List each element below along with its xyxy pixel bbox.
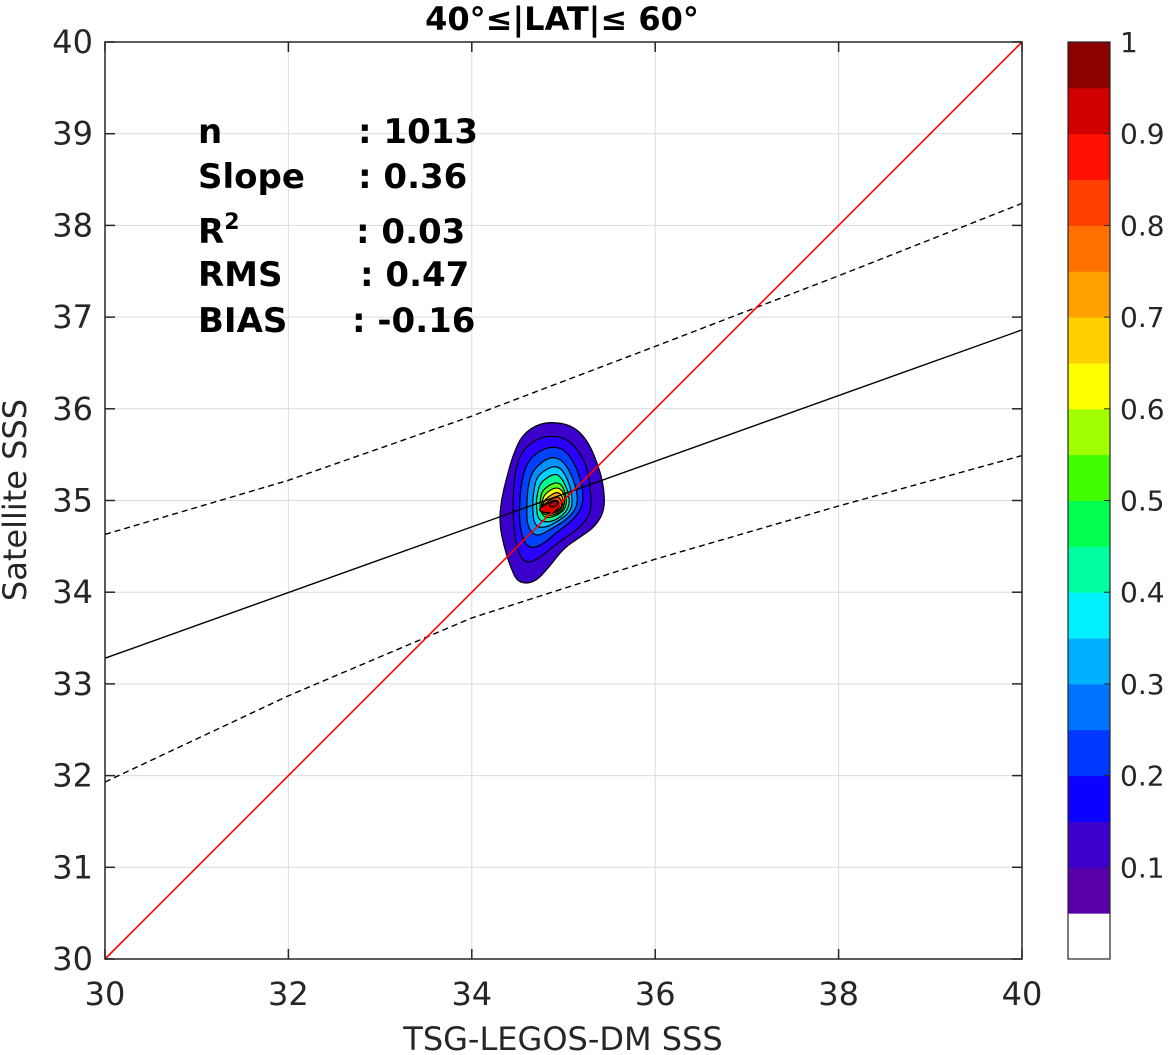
- colorbar-swatch: [1068, 546, 1110, 593]
- density-contours: [499, 421, 605, 584]
- confidence-upper-line: [104, 202, 1023, 536]
- stat-name: n: [198, 112, 222, 152]
- x-tick-label: 38: [818, 975, 859, 1013]
- axis-ticks: 30 32 34 36 38 40 30 31 32 33 34 35 36 37 38 39 40: [52, 23, 1042, 1013]
- colorbar-swatch: [1068, 592, 1110, 639]
- colorbar-swatch: [1068, 225, 1110, 272]
- colorbar: 0.1 0.2 0.3 0.4 0.5 0.6 0.7 0.8 0.9 1: [1067, 26, 1165, 960]
- colorbar-swatch: [1068, 775, 1110, 822]
- x-axis-label: TSG-LEGOS-DM SSS: [402, 1020, 722, 1055]
- colorbar-swatch: [1068, 638, 1110, 685]
- stat-value: : 1013: [358, 112, 478, 152]
- colorbar-swatch: [1068, 729, 1110, 777]
- colorbar-swatch: [1068, 179, 1110, 226]
- x-tick-label: 34: [451, 975, 492, 1013]
- colorbar-swatch: [1068, 913, 1110, 960]
- colorbar-swatch: [1068, 87, 1110, 135]
- y-tick-label: 32: [52, 757, 93, 795]
- y-tick-label: 31: [52, 848, 93, 886]
- colorbar-tick-label: 0.4: [1120, 576, 1165, 609]
- colorbar-tick-label: 1: [1120, 26, 1138, 59]
- x-tick-label: 36: [635, 975, 676, 1013]
- colorbar-swatch: [1068, 821, 1110, 868]
- colorbar-tick-label: 0.9: [1120, 118, 1165, 151]
- y-tick-label: 39: [52, 115, 93, 153]
- colorbar-tick-label: 0.3: [1120, 668, 1165, 701]
- colorbar-swatch: [1068, 454, 1110, 501]
- y-tick-label: 36: [52, 390, 93, 428]
- statistics-annotation: n : 1013 Slope : 0.36 R2 : 0.03 RMS : 0.47 BIAS:…: [198, 112, 478, 341]
- x-tick-label: 32: [268, 975, 309, 1013]
- stat-value: : 0.36: [358, 157, 467, 197]
- colorbar-tick-label: 0.1: [1120, 851, 1165, 884]
- colorbar-swatch: [1068, 362, 1110, 410]
- colorbar-tick-label: 0.8: [1120, 209, 1165, 242]
- y-axis-label: Satellite SSS: [0, 399, 34, 601]
- colorbar-swatch: [1068, 408, 1110, 456]
- colorbar-tick-label: 0.2: [1120, 760, 1165, 793]
- stat-name: R2: [198, 210, 240, 252]
- colorbar-swatch: [1068, 271, 1110, 318]
- y-tick-label: 33: [52, 665, 93, 703]
- identity-line: [104, 41, 1023, 960]
- stat-value: : -0.16: [352, 301, 475, 341]
- colorbar-swatch: [1068, 500, 1110, 547]
- colorbar-swatch: [1068, 42, 1110, 89]
- stat-name: BIAS: [198, 301, 287, 341]
- x-tick-label: 30: [85, 975, 126, 1013]
- stat-name: Slope: [198, 157, 305, 197]
- colorbar-swatch: [1068, 133, 1110, 181]
- stat-value: : 0.47: [360, 255, 469, 295]
- colorbar-tick-label: 0.5: [1120, 485, 1165, 518]
- colorbar-swatch: [1068, 683, 1110, 731]
- x-tick-label: 40: [1002, 975, 1043, 1013]
- y-tick-label: 40: [52, 23, 93, 61]
- colorbar-swatch: [1068, 867, 1110, 914]
- y-tick-label: 38: [52, 206, 93, 244]
- stat-value: : 0.03: [356, 212, 465, 252]
- regression-lines: [104, 41, 1023, 960]
- chart-title: 40°≤|LAT|≤ 60°: [425, 0, 699, 39]
- y-tick-label: 30: [52, 940, 93, 978]
- colorbar-swatch: [1068, 317, 1110, 364]
- y-tick-label: 35: [52, 482, 93, 520]
- density-contour: [548, 500, 559, 508]
- colorbar-tick-label: 0.6: [1120, 393, 1165, 426]
- regression-fit-line: [104, 329, 1023, 659]
- y-tick-label: 37: [52, 298, 93, 336]
- y-tick-label: 34: [52, 573, 93, 611]
- stat-name: RMS: [198, 255, 283, 295]
- colorbar-tick-label: 0.7: [1120, 301, 1165, 334]
